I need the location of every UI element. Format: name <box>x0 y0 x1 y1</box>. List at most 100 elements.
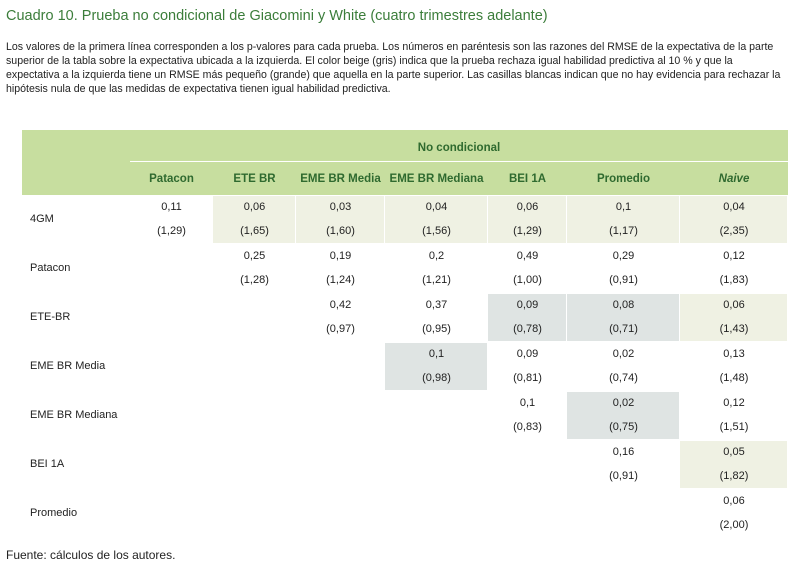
cell-bg <box>567 343 679 390</box>
row-label: 4GM <box>30 213 54 225</box>
column-header: Promedio <box>596 173 651 185</box>
rmse-ratio: (1,28) <box>240 274 269 286</box>
cell-bg <box>296 196 384 243</box>
p-value: 0,06 <box>243 201 266 213</box>
rmse-ratio: (0,78) <box>513 323 542 335</box>
p-value: 0,02 <box>612 397 635 409</box>
cell-bg <box>680 196 787 243</box>
rmse-ratio: (1,24) <box>326 274 355 286</box>
cell-bg <box>680 392 787 439</box>
rmse-ratio: (0,81) <box>513 372 542 384</box>
column-header: Naive <box>718 173 750 185</box>
rmse-ratio: (1,83) <box>719 274 749 286</box>
p-value: 0,42 <box>329 299 352 311</box>
rmse-ratio: (1,29) <box>157 225 186 237</box>
p-value: 0,06 <box>723 495 745 507</box>
row-label: BEI 1A <box>30 458 65 470</box>
cell-bg <box>385 343 487 390</box>
p-value: 0,05 <box>723 446 745 458</box>
p-value: 0,13 <box>723 348 745 360</box>
cell-bg <box>296 294 384 341</box>
rmse-ratio: (1,43) <box>719 323 749 335</box>
cell-bg <box>213 196 295 243</box>
cell-bg <box>385 245 487 292</box>
cell-bg <box>488 392 566 439</box>
title: Cuadro 10. Prueba no condicional de Giac… <box>6 8 548 24</box>
p-value: 0,08 <box>612 299 635 311</box>
rmse-ratio: (1,51) <box>719 421 749 433</box>
p-value: 0,11 <box>161 201 182 213</box>
p-value: 0,25 <box>243 250 266 262</box>
rmse-ratio: (0,98) <box>422 372 451 384</box>
p-value: 0,19 <box>329 250 352 262</box>
column-header: EME BR Media <box>300 173 381 185</box>
rmse-ratio: (2,00) <box>719 519 749 531</box>
rmse-ratio: (0,75) <box>609 421 638 433</box>
p-value: 0,04 <box>425 201 448 213</box>
cell-bg <box>567 196 679 243</box>
rmse-ratio: (1,56) <box>422 225 451 237</box>
p-value: 0,49 <box>516 250 539 262</box>
rmse-ratio: (1,82) <box>719 470 749 482</box>
p-value: 0,12 <box>723 397 745 409</box>
column-header: EME BR Mediana <box>389 173 484 185</box>
cell-bg <box>488 343 566 390</box>
rmse-ratio: (1,29) <box>513 225 542 237</box>
row-label: EME BR Media <box>30 360 106 372</box>
header-rule <box>130 161 788 162</box>
cell-bg <box>567 294 679 341</box>
p-value: 0,1 <box>615 201 632 213</box>
p-value: 0,29 <box>612 250 635 262</box>
rmse-ratio: (1,65) <box>240 225 269 237</box>
cell-bg <box>567 392 679 439</box>
cell-bg <box>680 294 787 341</box>
cell-bg <box>680 343 787 390</box>
p-value: 0,04 <box>723 201 745 213</box>
row-label: Promedio <box>30 507 78 519</box>
cell-bg <box>680 490 787 537</box>
p-value: 0,1 <box>519 397 536 409</box>
p-value: 0,09 <box>516 348 539 360</box>
row-label: Patacon <box>30 262 71 274</box>
row-label: EME BR Mediana <box>30 409 118 421</box>
group-header: No condicional <box>417 142 501 154</box>
cell-bg <box>385 196 487 243</box>
rmse-ratio: (1,21) <box>422 274 451 286</box>
cell-bg <box>488 245 566 292</box>
table: No condicional Patacon ETE BR EME BR Media E… <box>22 130 788 540</box>
column-header: ETE BR <box>233 173 276 185</box>
rmse-ratio: (0,97) <box>326 323 355 335</box>
p-value: 0,2 <box>428 250 445 262</box>
cell-bg <box>680 441 787 488</box>
rmse-ratio: (0,91) <box>609 274 638 286</box>
p-value: 0,1 <box>428 348 445 360</box>
row-label: ETE-BR <box>30 311 71 323</box>
cell-bg <box>488 294 566 341</box>
p-value: 0,12 <box>723 250 745 262</box>
p-value: 0,06 <box>723 299 745 311</box>
p-value: 0,16 <box>612 446 635 458</box>
cell-bg <box>567 441 679 488</box>
cell-bg <box>385 294 487 341</box>
rmse-ratio: (0,71) <box>609 323 638 335</box>
header-band <box>22 130 788 195</box>
cell-bg <box>488 196 566 243</box>
p-value: 0,37 <box>425 299 448 311</box>
rmse-ratio: (1,00) <box>513 274 542 286</box>
rmse-ratio: (0,91) <box>609 470 638 482</box>
cell-bg <box>567 245 679 292</box>
column-header: Patacon <box>149 173 194 185</box>
p-value: 0,06 <box>516 201 539 213</box>
cell-bg <box>213 245 295 292</box>
column-header: BEI 1A <box>508 173 547 185</box>
rmse-ratio: (0,74) <box>609 372 638 384</box>
p-value: 0,09 <box>516 299 539 311</box>
rmse-ratio: (1,60) <box>326 225 355 237</box>
p-value: 0,03 <box>329 201 352 213</box>
rmse-ratio: (2,35) <box>719 225 749 237</box>
cell-bg <box>296 245 384 292</box>
rmse-ratio: (1,17) <box>609 225 638 237</box>
cell-bg <box>680 245 787 292</box>
cell-bg <box>130 196 212 243</box>
rmse-ratio: (0,95) <box>422 323 451 335</box>
